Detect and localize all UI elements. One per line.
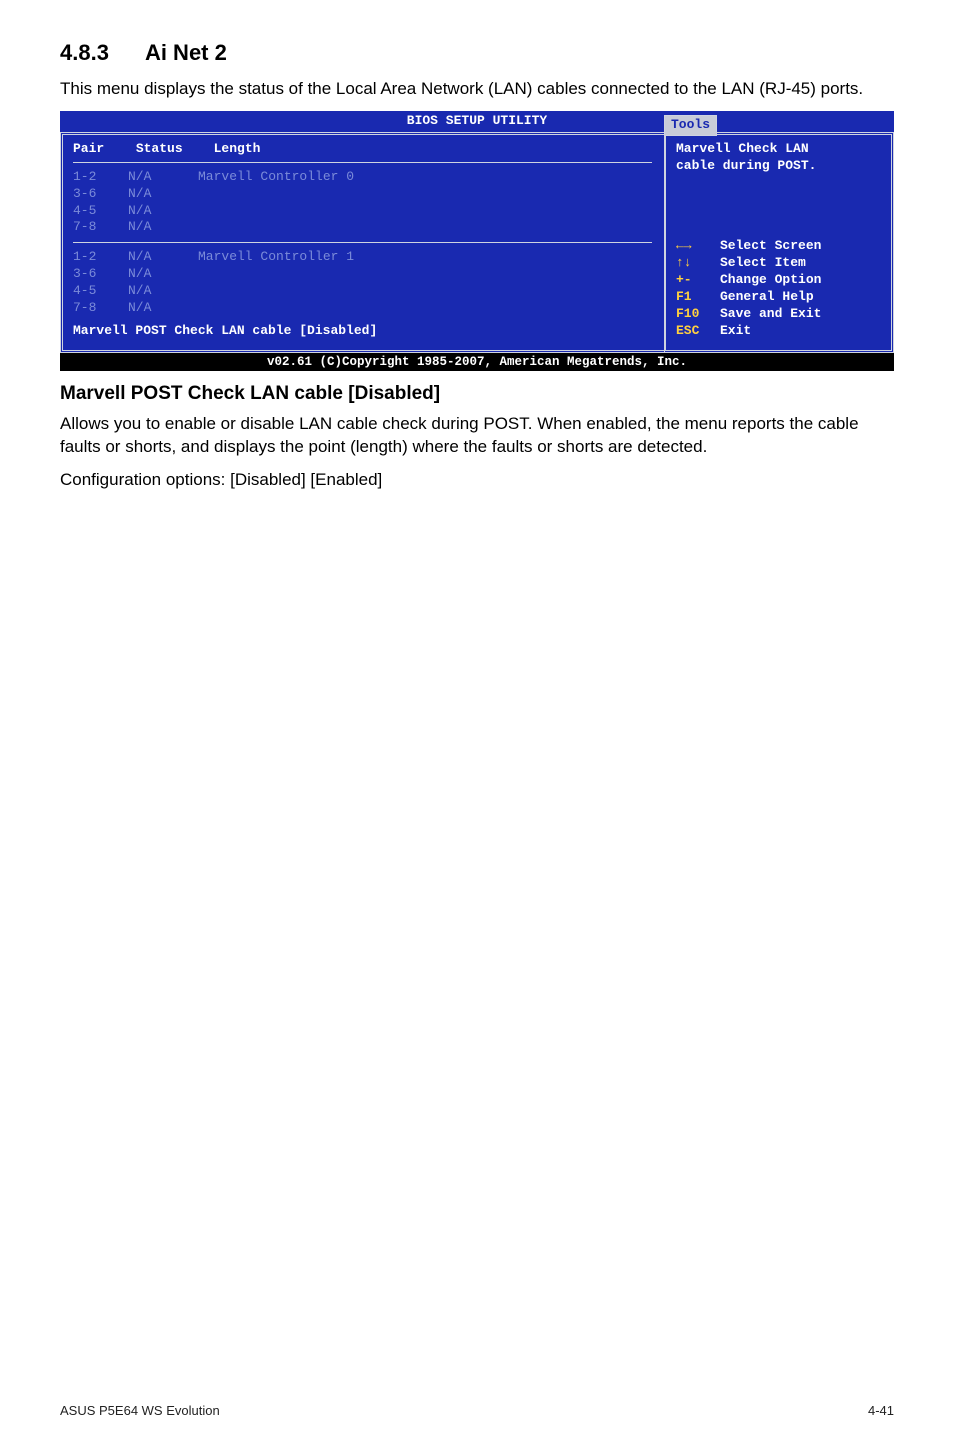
key-ud-label: Select Item [720, 255, 806, 272]
help-line-1: Marvell Check LAN [676, 141, 881, 158]
c1-r0-pair: 1-2 [73, 249, 128, 266]
controller-1-title: Marvell Controller 1 [198, 249, 354, 266]
bios-help-text: Marvell Check LAN cable during POST. [676, 141, 881, 175]
key-pm: +- [676, 272, 720, 289]
key-esc: ESC [676, 323, 720, 340]
bios-footer: v02.61 (C)Copyright 1985-2007, American … [60, 353, 894, 371]
key-f10-label: Save and Exit [720, 306, 821, 323]
key-f10: F10 [676, 306, 720, 323]
section-title-text: Ai Net 2 [145, 40, 227, 65]
bios-left-pane: Pair Status Length 1-2N/AMarvell Control… [60, 132, 664, 353]
c1-r3-pair: 7-8 [73, 300, 128, 317]
controller-0-block: 1-2N/AMarvell Controller 0 3-6N/A 4-5N/A… [73, 169, 652, 237]
key-f1: F1 [676, 289, 720, 306]
footer-left: ASUS P5E64 WS Evolution [60, 1403, 220, 1418]
c0-r0-status: N/A [128, 169, 198, 186]
section-heading: 4.8.3 Ai Net 2 [60, 40, 894, 66]
section-intro: This menu displays the status of the Loc… [60, 78, 894, 101]
c1-r3-status: N/A [128, 300, 198, 317]
col-pair: Pair [73, 141, 128, 158]
c0-r1-status: N/A [128, 186, 198, 203]
key-f1-label: General Help [720, 289, 814, 306]
section-number: 4.8.3 [60, 40, 109, 66]
key-lr-label: Select Screen [720, 238, 821, 255]
c0-r1-pair: 3-6 [73, 186, 128, 203]
bios-column-headers: Pair Status Length [73, 141, 652, 160]
bios-title: BIOS SETUP UTILITY [60, 111, 894, 132]
key-esc-label: Exit [720, 323, 751, 340]
key-lr-icon: ←→ [676, 238, 720, 255]
key-ud-icon: ↑↓ [676, 255, 720, 272]
c0-r3-status: N/A [128, 219, 198, 236]
c0-r2-pair: 4-5 [73, 203, 128, 220]
c1-r1-pair: 3-6 [73, 266, 128, 283]
bios-screenshot: BIOS SETUP UTILITY Pair Status Length 1-… [60, 111, 894, 371]
bios-key-help: ←→Select Screen ↑↓Select Item +-Change O… [676, 238, 881, 339]
c1-r2-status: N/A [128, 283, 198, 300]
subsection-para: Allows you to enable or disable LAN cabl… [60, 413, 894, 459]
c1-r2-pair: 4-5 [73, 283, 128, 300]
bios-setting-line: Marvell POST Check LAN cable [Disabled] [73, 323, 652, 340]
col-length: Length [214, 141, 261, 158]
bios-divider-2 [73, 242, 652, 243]
page-footer: ASUS P5E64 WS Evolution 4-41 [60, 1373, 894, 1418]
c0-r0-pair: 1-2 [73, 169, 128, 186]
subsection-heading: Marvell POST Check LAN cable [Disabled] [60, 383, 894, 405]
help-line-2: cable during POST. [676, 158, 881, 175]
controller-0-title: Marvell Controller 0 [198, 169, 354, 186]
col-status: Status [136, 141, 206, 158]
c1-r0-status: N/A [128, 249, 198, 266]
footer-right: 4-41 [868, 1403, 894, 1418]
config-options: Configuration options: [Disabled] [Enabl… [60, 469, 894, 492]
bios-divider [73, 162, 652, 163]
bios-tab: Tools [664, 115, 717, 136]
controller-1-block: 1-2N/AMarvell Controller 1 3-6N/A 4-5N/A… [73, 249, 652, 317]
bios-right-pane: Tools Marvell Check LAN cable during POS… [664, 132, 894, 353]
c0-r3-pair: 7-8 [73, 219, 128, 236]
c1-r1-status: N/A [128, 266, 198, 283]
key-pm-label: Change Option [720, 272, 821, 289]
c0-r2-status: N/A [128, 203, 198, 220]
